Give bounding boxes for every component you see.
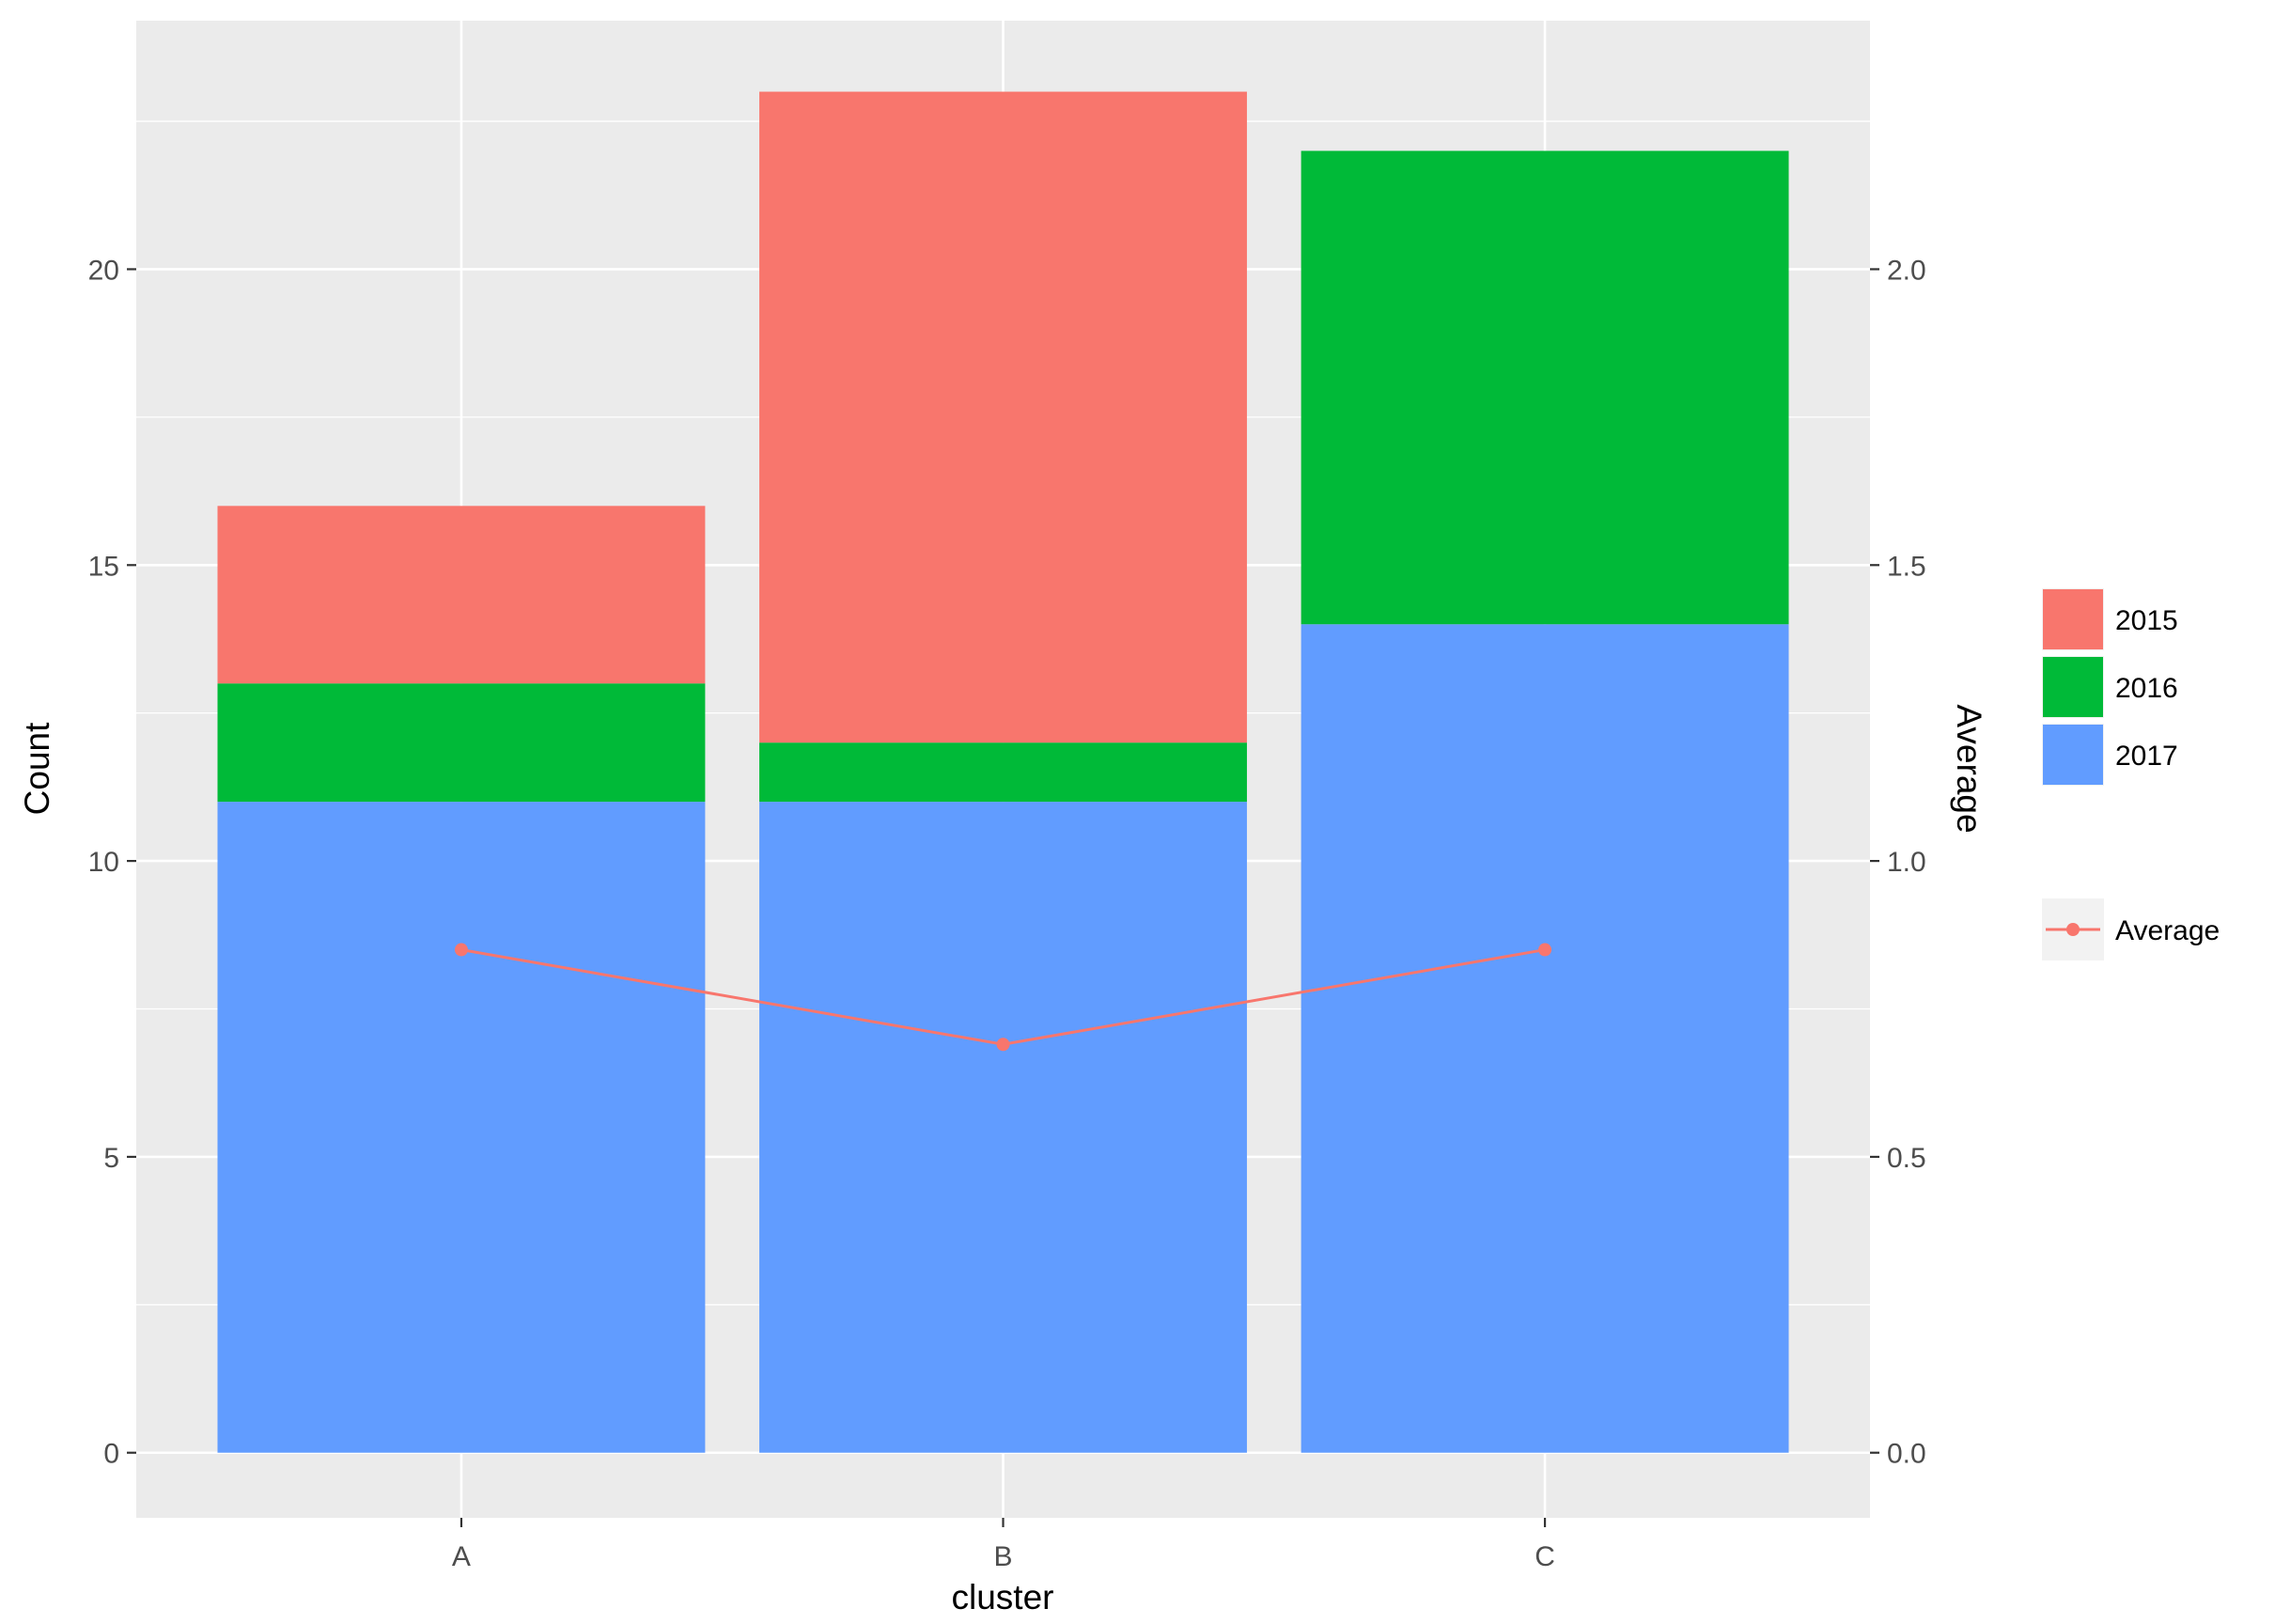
- average-line: [454, 943, 1552, 1052]
- average-point-A: [454, 943, 468, 957]
- y2-tick-label: 1.0: [1887, 847, 1926, 878]
- x-tick-label-A: A: [452, 1541, 471, 1572]
- legend-key-2017: [2043, 725, 2103, 785]
- legend-label-2017: 2017: [2115, 741, 2178, 772]
- y2-tick-label: 1.5: [1887, 551, 1926, 582]
- x-axis-title: cluster: [952, 1578, 1054, 1616]
- bar-2017-C: [1301, 624, 1789, 1453]
- x-tick-label-C: C: [1535, 1541, 1555, 1572]
- y-axis-title: Count: [18, 722, 56, 815]
- legend-label-Average: Average: [2115, 915, 2220, 946]
- legend-point-key: [2066, 923, 2080, 936]
- bar-2015-B: [759, 91, 1247, 743]
- y-tick-label: 20: [88, 255, 119, 286]
- average-point-B: [996, 1038, 1010, 1052]
- legend-key-2016: [2043, 657, 2103, 717]
- bar-2015-A: [217, 506, 706, 684]
- legend-label-2016: 2016: [2115, 673, 2178, 704]
- y-tick-label: 15: [88, 551, 119, 582]
- axis-ticks: [127, 268, 1879, 1527]
- bars: [217, 91, 1789, 1453]
- average-point-C: [1538, 943, 1552, 957]
- y2-tick-label: 2.0: [1887, 255, 1926, 286]
- y2-tick-label: 0.0: [1887, 1439, 1926, 1470]
- y-tick-label: 10: [88, 847, 119, 878]
- y-tick-label: 0: [103, 1439, 119, 1470]
- bar-2016-B: [759, 742, 1247, 803]
- bar-2017-B: [759, 802, 1247, 1453]
- legend-key-2015: [2043, 589, 2103, 649]
- y-tick-label: 5: [103, 1143, 119, 1174]
- bar-2016-C: [1301, 150, 1789, 625]
- y2-tick-label: 0.5: [1887, 1143, 1926, 1174]
- axis-tick-labels: 0 5 10 15 20 0.0 0.5 1.0 1.5 2.0 A B C: [88, 255, 1926, 1572]
- legend-label-2015: 2015: [2115, 605, 2178, 636]
- bar-2017-A: [217, 802, 706, 1453]
- y2-axis-title: Average: [1950, 704, 1988, 833]
- legend: 2015 2016 2017 Average: [2042, 588, 2220, 960]
- x-tick-label-B: B: [993, 1541, 1012, 1572]
- bar-2016-A: [217, 683, 706, 803]
